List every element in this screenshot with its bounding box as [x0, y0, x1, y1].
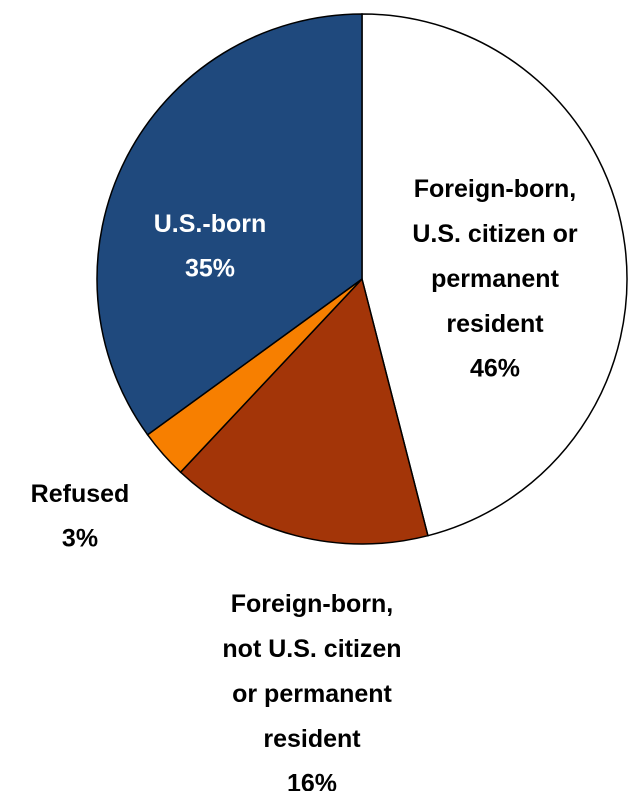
value-label: 46%	[470, 355, 520, 383]
pie-slice	[96, 13, 363, 436]
slice-label-line: Refused	[31, 480, 130, 508]
slice-label-line: U.S.-born	[154, 210, 267, 238]
slice-label-line: permanent	[431, 265, 559, 293]
slice-label-line: or permanent	[232, 680, 392, 708]
slice-label-line: resident	[446, 310, 544, 338]
value-label: 35%	[185, 255, 235, 283]
slice-label-line: Foreign-born,	[231, 590, 393, 618]
value-label: 3%	[62, 525, 98, 553]
slice-label: U.S.-born	[154, 210, 267, 238]
slice-label-line: Foreign-born,	[414, 175, 576, 203]
slice-label: Foreign-born, U.S. citizen or permanent res…	[412, 175, 578, 338]
slice-label-line: resident	[263, 725, 361, 753]
value-label: 16%	[287, 770, 337, 791]
slice-label-line: U.S. citizen or	[412, 220, 578, 248]
slice-label-line: not U.S. citizen	[222, 635, 401, 663]
slice-label: Refused	[31, 480, 130, 508]
pie-slice	[179, 277, 429, 545]
pie-slice	[361, 13, 628, 537]
slice-label: Foreign-born, not U.S. citizen or permanen…	[222, 590, 401, 753]
